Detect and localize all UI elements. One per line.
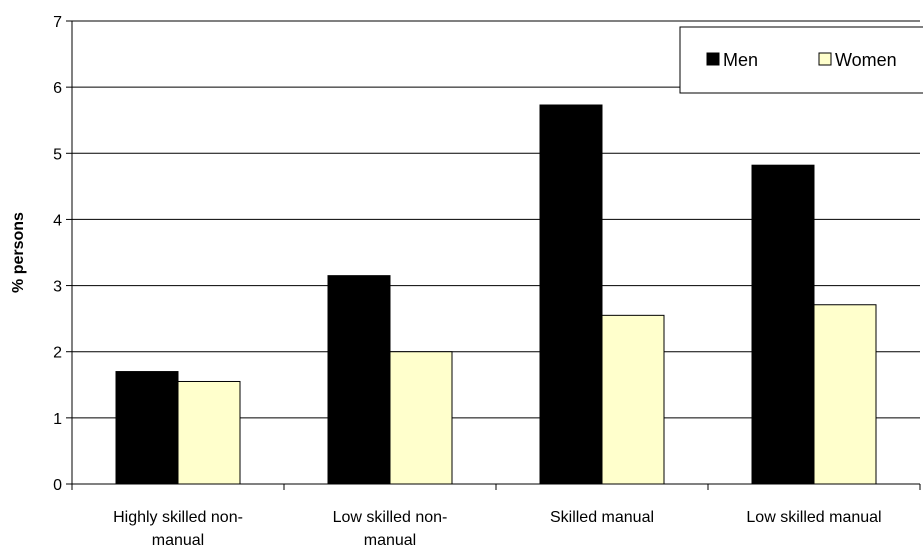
x-category-label: Highly skilled non-manual <box>113 509 243 549</box>
y-tick-label: 4 <box>53 212 62 229</box>
bar-men-0 <box>115 371 179 485</box>
legend-label-men: Men <box>723 50 758 70</box>
bar-men-3 <box>751 164 815 485</box>
bars <box>115 104 877 485</box>
x-category-label: Low skilled manual <box>746 509 881 526</box>
bar-women-1 <box>389 351 453 485</box>
axes <box>71 21 921 490</box>
x-category-label-line: manual <box>364 532 416 549</box>
legend: Men Women <box>679 26 923 94</box>
x-category-label-line: Skilled manual <box>550 509 654 526</box>
y-tick-label: 7 <box>53 14 62 31</box>
bar-women-0 <box>177 380 241 485</box>
legend-swatch-men <box>706 52 720 66</box>
bar-women-3 <box>813 304 877 485</box>
x-category-label-line: Highly skilled non- <box>113 509 243 526</box>
legend-label-women: Women <box>835 50 897 70</box>
y-tick-label: 0 <box>53 477 62 494</box>
y-axis-label: % persons <box>10 212 27 293</box>
bar-women-2 <box>601 314 665 485</box>
x-category-label-line: Low skilled non- <box>333 509 448 526</box>
legend-swatch-women <box>818 52 832 66</box>
bar-men-2 <box>539 104 603 485</box>
legend-box <box>679 26 923 94</box>
x-category-label: Skilled manual <box>550 509 654 526</box>
x-category-label-line: manual <box>152 532 204 549</box>
y-tick-label: 6 <box>53 80 62 97</box>
x-category-label-line: Low skilled manual <box>746 509 881 526</box>
y-tick-label: 3 <box>53 279 62 296</box>
y-tick-label: 1 <box>53 411 62 428</box>
y-tick-label: 5 <box>53 146 62 163</box>
x-category-label: Low skilled non-manual <box>333 509 448 549</box>
y-tick-label: 2 <box>53 345 62 362</box>
y-tick-labels: 0 1 2 3 4 5 6 7 <box>53 14 62 494</box>
bar-men-1 <box>327 275 391 485</box>
